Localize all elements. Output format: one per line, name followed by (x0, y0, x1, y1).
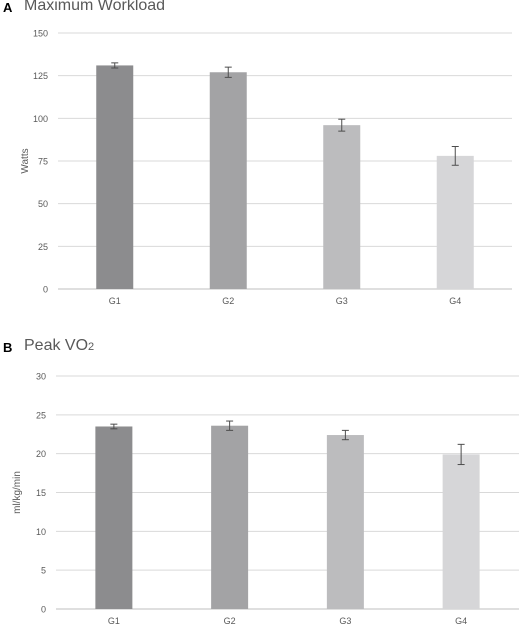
y-axis-label: Watts (20, 148, 31, 173)
y-tick-label: 100 (33, 114, 48, 124)
bar-g4 (442, 454, 480, 609)
x-tick-label: G4 (449, 296, 461, 306)
error-bar-g3 (341, 429, 349, 441)
y-tick-label: 125 (33, 71, 48, 81)
x-tick-label: G2 (224, 616, 236, 626)
error-bar-g4 (457, 443, 465, 466)
error-bar-g4 (451, 145, 459, 166)
x-tick-label: G2 (222, 296, 234, 306)
error-bar-g2 (226, 420, 234, 431)
y-tick-label: 25 (36, 410, 46, 420)
error-bar-g1 (110, 423, 118, 430)
x-tick-label: G1 (109, 296, 121, 306)
bar-g3 (326, 435, 364, 609)
y-tick-label: 20 (36, 449, 46, 459)
panel-letter: B (3, 340, 13, 355)
y-tick-label: 25 (38, 242, 48, 252)
error-bar-g2 (224, 66, 232, 78)
bar-g1 (96, 65, 134, 289)
error-bar-g3 (338, 118, 346, 132)
bar-g2 (211, 425, 249, 609)
x-tick-label: G4 (455, 616, 467, 626)
y-axis-label: ml/kg/min (12, 471, 23, 514)
y-tick-label: 15 (36, 488, 46, 498)
y-tick-label: 10 (36, 527, 46, 537)
error-bar-g1 (111, 62, 119, 69)
y-tick-label: 30 (36, 372, 46, 382)
y-tick-label: 0 (43, 285, 48, 295)
chart-panel-b: B Peak VO2 0 5 10 15 20 25 30 ml/kg/min G1 G2 G3 G4 (0, 337, 520, 627)
chart-title-text: Peak VO (24, 337, 89, 354)
bar-g1 (95, 426, 133, 609)
chart-title-text: Maximum Workload (24, 0, 166, 14)
y-tick-label: 75 (38, 157, 48, 167)
panel-letter: A (3, 0, 13, 15)
chart-title-subscript: 2 (88, 341, 95, 353)
x-tick-label: G3 (339, 616, 351, 626)
y-tick-label: 50 (38, 199, 48, 209)
chart-panel-a: A Maximum Workload 0 25 50 75 100 125 150 Watts… (3, 0, 512, 306)
x-tick-label: G3 (336, 296, 348, 306)
chart-svg: 0 5 10 15 20 25 30 ml/kg/min G1 G2 G3 G4 (12, 372, 519, 626)
x-tick-label: G1 (108, 616, 120, 626)
chart-title: Peak VO2 (24, 337, 94, 355)
chart-svg: 0 25 50 75 100 125 150 Watts G1 G2 G3 G4 (20, 29, 512, 306)
bar-g3 (323, 125, 361, 289)
bar-g4 (436, 155, 474, 289)
y-tick-label: 0 (41, 605, 46, 615)
y-tick-label: 150 (33, 29, 48, 39)
bar-g2 (209, 72, 247, 290)
y-tick-label: 5 (41, 566, 46, 576)
chart-title: Maximum Workload (24, 0, 165, 15)
